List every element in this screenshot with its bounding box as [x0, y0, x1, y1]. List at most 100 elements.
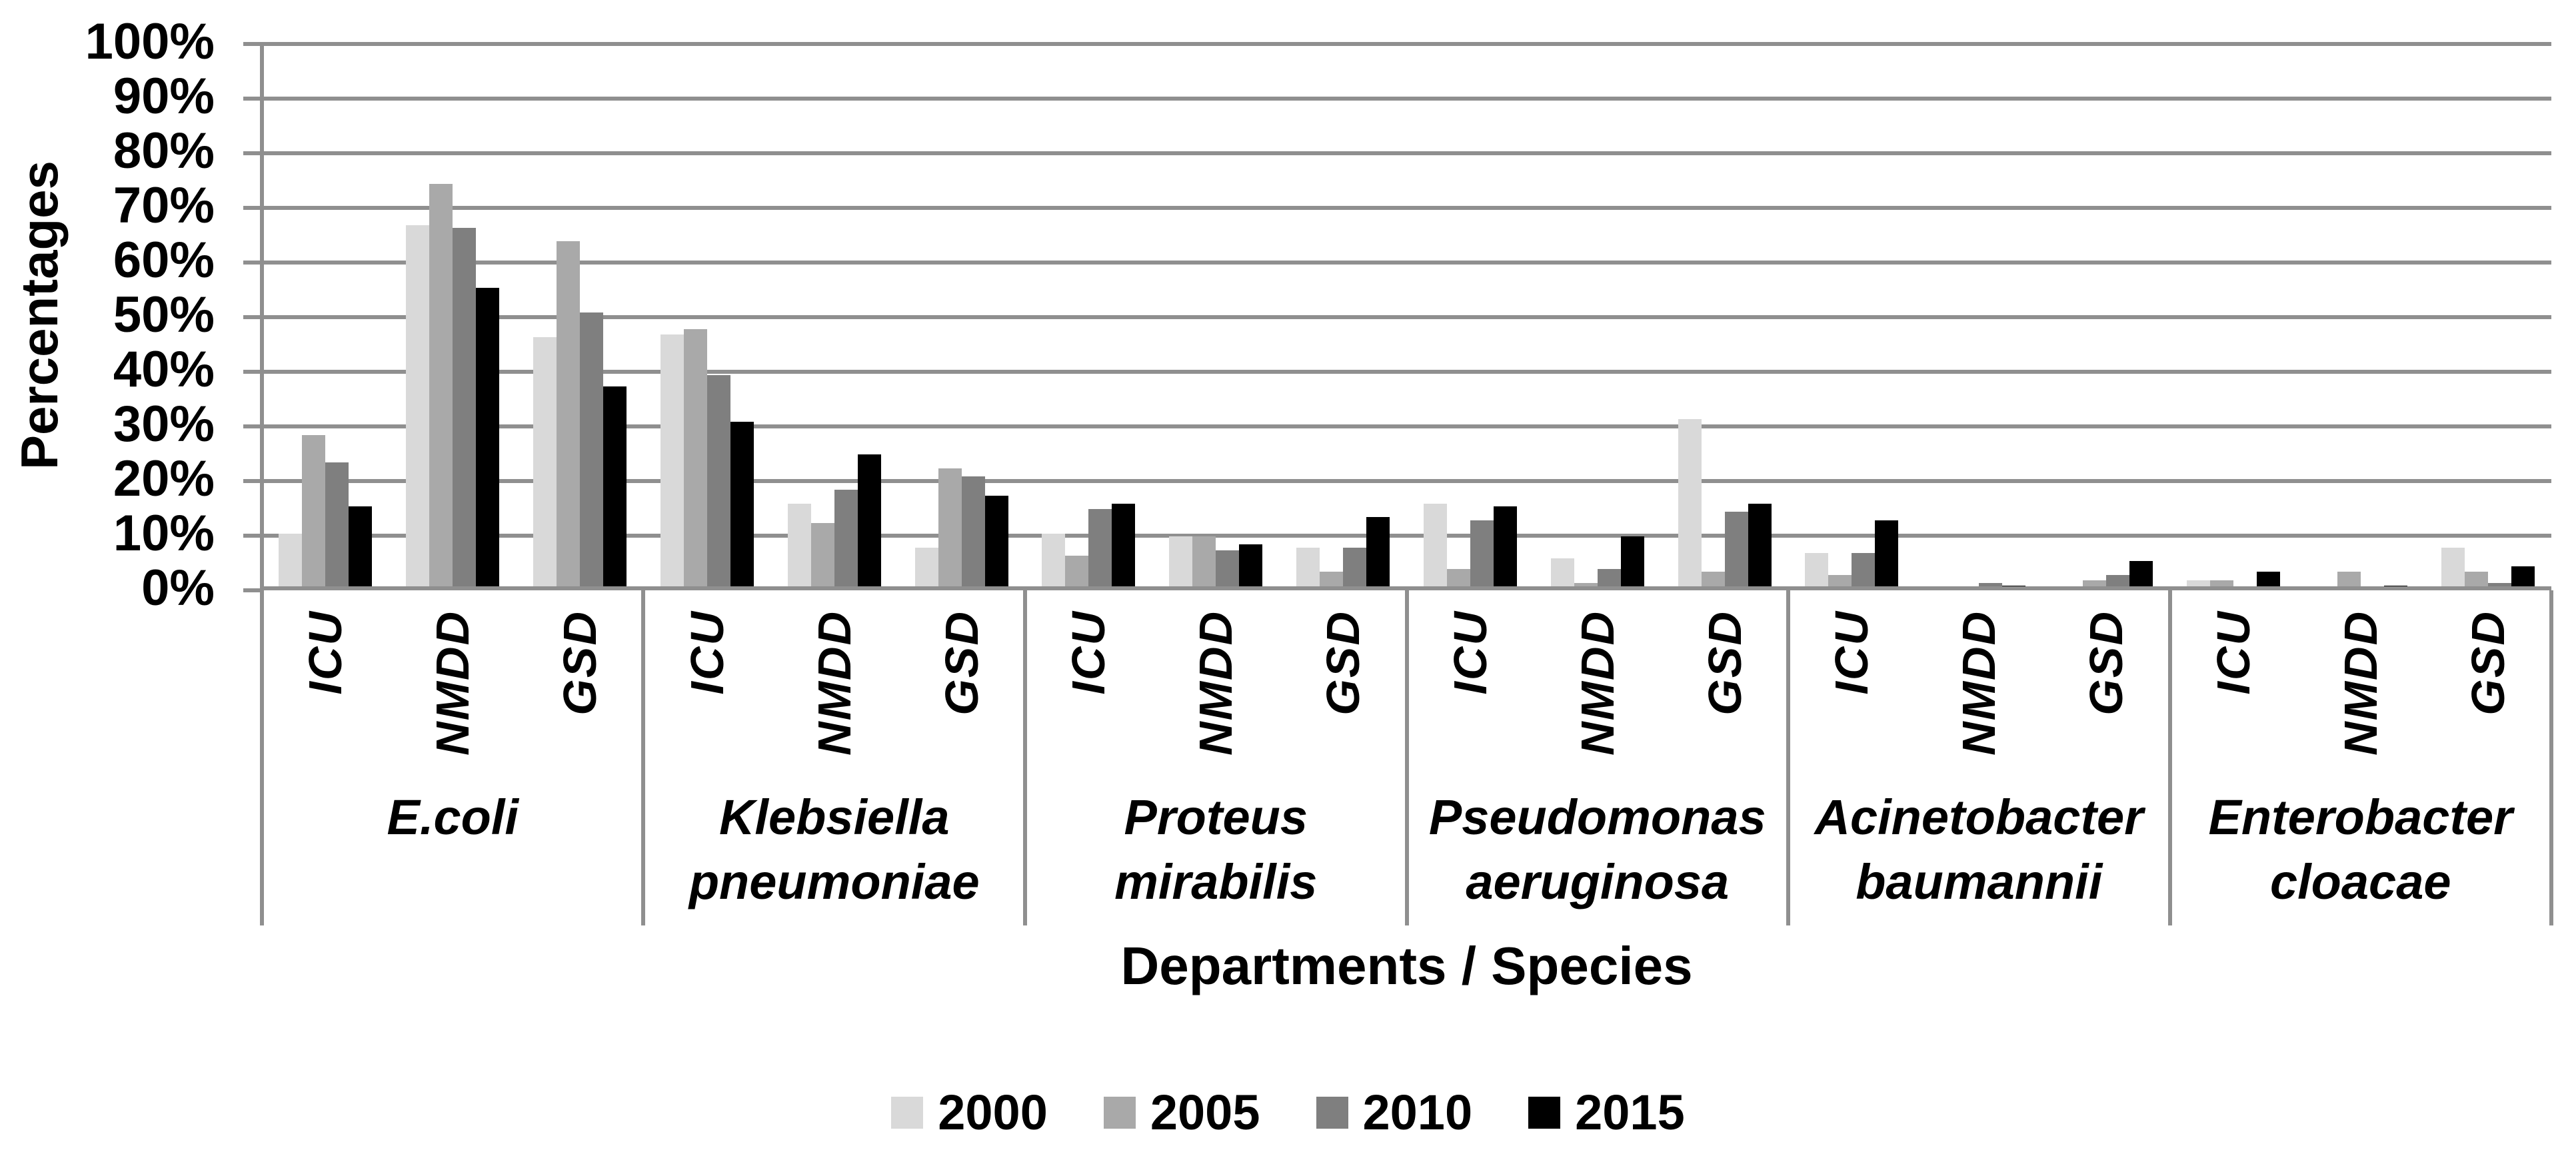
bar-2005: [2209, 580, 2233, 588]
gridline: [262, 424, 2551, 428]
bar-2000: [1550, 558, 1574, 588]
y-axis-tick: [243, 424, 262, 428]
department-slot: [2170, 42, 2297, 588]
department-label: NMDD: [1190, 610, 1242, 756]
category-panel: ICU NMDD GSD Pseudomonas aeruginosa: [1407, 590, 1789, 925]
gridline: [262, 261, 2551, 265]
y-tick-label: 80%: [113, 123, 215, 179]
department-label: ICU: [1062, 610, 1115, 695]
department-label-row: ICU NMDD GSD: [1788, 610, 2170, 777]
y-axis-tick: [243, 97, 262, 101]
y-tick-label: 100%: [85, 13, 215, 70]
bar-2005: [2464, 572, 2488, 588]
bar-2010: [453, 227, 477, 588]
bar-2015: [476, 288, 500, 588]
bar-2015: [1875, 520, 1899, 588]
bar-2000: [1042, 534, 1066, 588]
department-label-cell: ICU: [262, 610, 389, 777]
species-label: Acinetobacter baumannii: [1814, 790, 2143, 909]
bar-2015: [1239, 544, 1263, 588]
species-separator: [2549, 590, 2553, 925]
bar-2010: [1852, 552, 1876, 588]
gridline: [262, 42, 2551, 46]
department-label-cell: ICU: [1407, 610, 1534, 777]
department-label-row: ICU NMDD GSD: [644, 610, 1026, 777]
legend-label: 2000: [938, 1085, 1048, 1140]
bar-2010: [2106, 574, 2130, 588]
bar-2010: [1216, 550, 1240, 588]
department-slot: [1788, 42, 1916, 588]
gridline: [262, 206, 2551, 210]
bar-2000: [2186, 580, 2210, 588]
bar-2010: [325, 462, 349, 588]
bar-2010: [1724, 512, 1748, 588]
bar-2010: [1343, 547, 1367, 588]
bar-2015: [2129, 561, 2153, 588]
bar-2015: [1366, 517, 1390, 588]
department-slot: [644, 42, 771, 588]
bar-2005: [938, 468, 962, 588]
department-label: NMDD: [808, 610, 860, 756]
bar-2005: [1828, 574, 1852, 588]
y-tick-label: 50%: [113, 287, 215, 343]
department-slot: [1025, 42, 1152, 588]
bar-2005: [1574, 582, 1598, 588]
y-axis-tick: [243, 261, 262, 265]
y-axis-tick: [243, 42, 262, 46]
species-label: E.coli: [387, 790, 519, 845]
bar-2015: [1748, 503, 1772, 588]
bar-2010: [961, 476, 985, 588]
department-label-row: ICU NMDD GSD: [262, 610, 644, 777]
species-separator: [641, 590, 646, 925]
bar-2000: [1423, 503, 1447, 588]
species-panel: [1025, 42, 1407, 588]
department-slot: [770, 42, 898, 588]
y-axis-tick: [243, 479, 262, 483]
department-label-cell: GSD: [517, 610, 644, 777]
department-label-cell: NMDD: [1152, 610, 1280, 777]
department-label-cell: NMDD: [770, 610, 898, 777]
bar-2005: [2337, 572, 2361, 588]
bar-2010: [834, 490, 858, 588]
bar-2015: [1493, 506, 1517, 588]
department-slot: [2297, 42, 2424, 588]
bar-2015: [730, 421, 754, 588]
legend-item: 2015: [1528, 1085, 1685, 1140]
bar-2015: [984, 495, 1008, 588]
category-band: ICU NMDD GSD E.coli ICU NMDD GSD Klebsiella pne…: [260, 590, 2553, 925]
department-label-cell: NMDD: [2297, 610, 2424, 777]
gridline: [262, 370, 2551, 374]
legend-label: 2010: [1362, 1085, 1473, 1140]
department-slot: [1661, 42, 1788, 588]
gridline: [262, 315, 2551, 319]
category-panel: ICU NMDD GSD Enterobacter cloacae: [2170, 590, 2552, 925]
species-panel: [1407, 42, 1789, 588]
bar-2005: [1320, 572, 1344, 588]
bar-2005: [1446, 569, 1470, 588]
gridline: [262, 97, 2551, 101]
department-label-row: ICU NMDD GSD: [1407, 610, 1789, 777]
species-separator: [260, 590, 264, 925]
department-label: GSD: [2080, 610, 2133, 716]
department-label: NMDD: [2334, 610, 2387, 756]
department-slot: [389, 42, 517, 588]
y-axis-tick: [243, 151, 262, 155]
bar-2000: [1169, 536, 1193, 588]
department-slot: [1916, 42, 2043, 588]
species-panel: [262, 42, 644, 588]
bar-2010: [706, 375, 730, 588]
department-label: GSD: [1698, 610, 1751, 716]
species-label: Enterobacter cloacae: [2208, 790, 2513, 909]
bar-2000: [787, 503, 811, 588]
y-tick-label: 10%: [113, 505, 215, 562]
x-axis-title: Departments / Species: [1120, 936, 1693, 995]
bar-2000: [1678, 418, 1702, 588]
bar-2010: [1088, 509, 1112, 588]
department-slot: [517, 42, 644, 588]
legend-swatch: [1528, 1097, 1561, 1129]
department-label: ICU: [1444, 610, 1496, 695]
legend-label: 2015: [1575, 1085, 1685, 1140]
department-label-cell: NMDD: [389, 610, 517, 777]
bar-2005: [1192, 536, 1216, 588]
species-panel: [2170, 42, 2552, 588]
